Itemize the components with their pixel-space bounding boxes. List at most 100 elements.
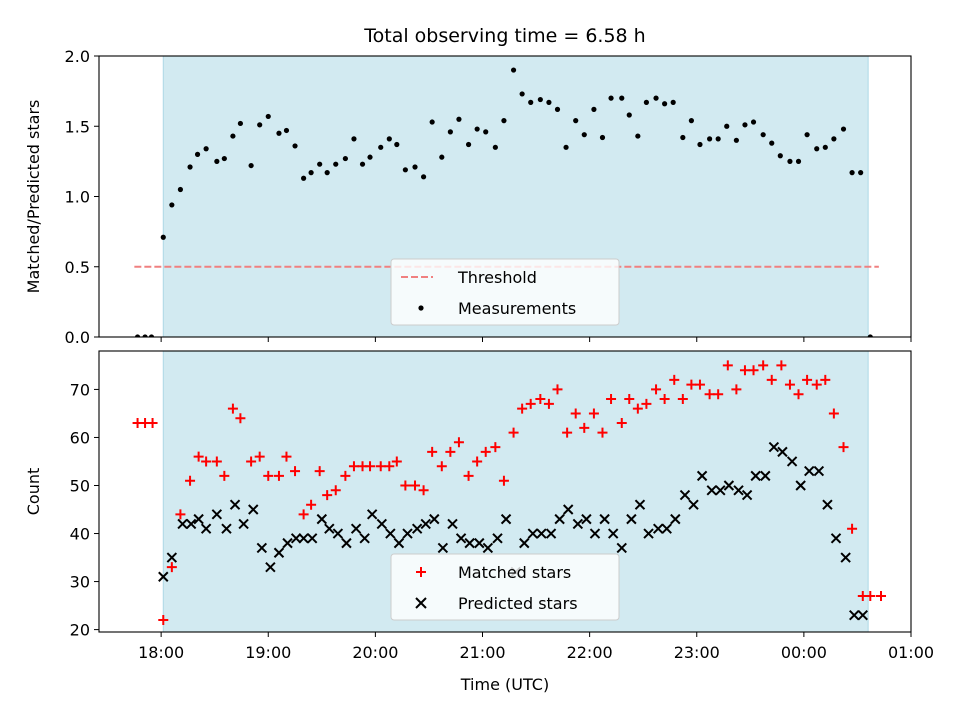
data-point (742, 122, 748, 128)
data-point (455, 533, 467, 544)
data-point (221, 155, 227, 162)
data-point (867, 334, 873, 337)
data-point (342, 155, 348, 162)
x-tick-label: 21:00 (459, 643, 505, 662)
data-point (715, 485, 726, 496)
data-point (697, 141, 703, 148)
data-point (597, 427, 608, 438)
data-point (175, 509, 186, 520)
data-point (439, 154, 445, 160)
axes-frame (98, 350, 912, 633)
data-point (492, 144, 498, 150)
data-point (519, 91, 525, 97)
y-axis-label: Count (24, 468, 43, 516)
data-point (704, 389, 715, 400)
data-point (148, 334, 155, 337)
y-tick-label: 70 (70, 380, 90, 399)
data-point (831, 136, 837, 142)
data-point (490, 442, 501, 453)
data-point (436, 461, 447, 472)
data-point (830, 533, 842, 544)
data-point (393, 537, 405, 549)
data-point (680, 134, 686, 141)
data-point (265, 561, 276, 573)
data-point (581, 513, 592, 525)
data-point (562, 504, 574, 515)
x-axis-label: Time (UTC) (460, 675, 549, 694)
data-point (878, 337, 883, 342)
data-point (715, 136, 721, 142)
data-point (643, 99, 650, 105)
data-point (147, 418, 158, 429)
data-point (713, 389, 724, 400)
data-point (177, 186, 184, 193)
data-point (651, 384, 662, 395)
y-tick-label: 50 (70, 476, 90, 495)
data-point (158, 571, 169, 582)
data-point (456, 116, 462, 122)
data-point (769, 140, 775, 146)
data-point (447, 129, 453, 135)
data-point (480, 446, 491, 457)
data-point (193, 513, 204, 525)
data-point (643, 528, 654, 539)
data-point (376, 518, 388, 530)
data-point (607, 528, 619, 539)
x-tick-label: 23:00 (674, 643, 720, 662)
data-point (758, 360, 769, 371)
data-point (246, 456, 257, 467)
data-point (679, 489, 691, 501)
data-point (257, 122, 263, 128)
data-point (624, 394, 635, 405)
data-point (193, 451, 204, 462)
data-point (760, 470, 771, 482)
data-point (554, 513, 565, 525)
data-point (865, 590, 876, 601)
data-point (411, 523, 423, 534)
data-point (348, 461, 359, 472)
data-point (194, 151, 201, 157)
data-point (849, 170, 855, 176)
data-point (840, 126, 847, 132)
y-tick-label: 2.0 (65, 47, 90, 66)
y-axis-label: Matched/Predicted stars (24, 100, 43, 294)
legend-label: Measurements (458, 299, 576, 318)
data-point (739, 365, 750, 376)
data-point (527, 528, 539, 539)
x-tick-label: 22:00 (567, 643, 613, 662)
data-point (385, 528, 396, 539)
series-matched-stars (132, 360, 887, 625)
data-point (632, 403, 643, 414)
data-point (588, 408, 599, 419)
data-point (535, 394, 546, 405)
legend: Matched stars Predicted stars (390, 553, 620, 621)
data-point (158, 614, 169, 625)
data-point (420, 174, 427, 180)
data-point (306, 499, 317, 510)
y-tick-label: 30 (70, 573, 90, 592)
data-point (211, 509, 223, 520)
data-point (750, 470, 761, 482)
data-point (813, 465, 825, 477)
y-tick-label: 1.5 (65, 117, 90, 136)
data-point (722, 360, 733, 371)
data-point (581, 132, 587, 138)
data-point (787, 158, 793, 164)
data-point (308, 170, 314, 176)
data-point (227, 403, 238, 414)
data-point (134, 334, 141, 337)
data-point (237, 120, 244, 127)
data-point (386, 136, 392, 142)
data-point (235, 413, 246, 424)
data-point (750, 119, 757, 125)
data-point (501, 118, 507, 124)
data-point (410, 480, 421, 491)
legend-box (390, 258, 620, 326)
data-point (420, 518, 431, 530)
data-point (248, 504, 259, 515)
data-point (858, 170, 864, 176)
data-point (543, 398, 554, 409)
data-point (760, 132, 766, 138)
data-point (814, 146, 820, 152)
data-point (292, 143, 298, 149)
